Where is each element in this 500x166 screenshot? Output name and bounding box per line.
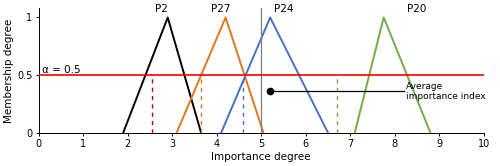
Text: α = 0.5: α = 0.5 — [42, 65, 81, 75]
Text: P20: P20 — [408, 4, 427, 14]
Text: Average
importance index: Average importance index — [406, 82, 485, 101]
Text: P24: P24 — [274, 4, 293, 14]
Y-axis label: Membership degree: Membership degree — [4, 18, 14, 123]
X-axis label: Importance degree: Importance degree — [212, 152, 311, 162]
Text: P2: P2 — [154, 4, 168, 14]
Text: P27: P27 — [212, 4, 231, 14]
